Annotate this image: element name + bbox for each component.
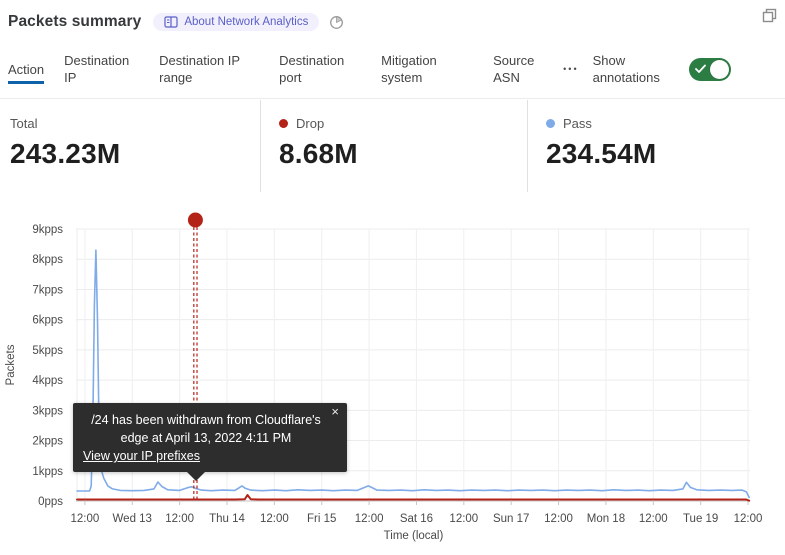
y-tick-label: 5kpps <box>32 345 63 357</box>
x-tick-label: 12:00 <box>734 513 763 525</box>
stat-pass: Pass 234.54M <box>527 100 785 192</box>
x-tick-label: 12:00 <box>260 513 289 525</box>
checkmark-icon <box>694 64 706 73</box>
y-tick-label: 6kpps <box>32 315 63 327</box>
expand-icon[interactable] <box>762 8 777 23</box>
x-tick-label: Mon 18 <box>587 513 625 525</box>
y-tick-label: 7kpps <box>32 284 63 296</box>
panel-header: Packets summary About Network Analytics <box>8 6 777 38</box>
stat-pass-label: Pass <box>563 115 592 131</box>
x-axis-title: Time (local) <box>384 530 444 542</box>
stat-drop: Drop 8.68M <box>260 100 527 192</box>
packets-chart-area: 0pps 1kpps 2kpps 3kpps 4kpps 5kpps 6kpps 7kpps 8… <box>0 195 785 555</box>
view-ip-prefixes-link[interactable]: View your IP prefixes <box>83 449 200 463</box>
x-tick-label: Sun 17 <box>493 513 529 525</box>
x-tick-label: Fri 15 <box>307 513 336 525</box>
about-badge-label: About Network Analytics <box>184 16 309 28</box>
tab-source-asn[interactable]: Source ASN <box>493 53 535 85</box>
x-tick-label: Tue 19 <box>683 513 718 525</box>
tab-destination-ip[interactable]: Destination IP <box>64 53 130 85</box>
y-tick-label: 4kpps <box>32 375 63 387</box>
tab-overflow-ellipsis-icon[interactable]: ••• <box>563 64 579 74</box>
x-tick-label: 12:00 <box>165 513 194 525</box>
x-tick-label: 12:00 <box>639 513 668 525</box>
y-axis-title: Packets <box>5 344 17 385</box>
y-tick-label: 0pps <box>38 496 63 508</box>
tab-action[interactable]: Action <box>8 61 45 84</box>
y-tick-label: 9kpps <box>32 224 63 236</box>
tab-mitigation-system[interactable]: Mitigation system <box>381 53 437 85</box>
pass-legend-dot <box>546 118 555 128</box>
annotation-dot[interactable] <box>187 212 203 228</box>
show-annotations-label: Show annotations <box>592 53 660 85</box>
dimension-tab-bar: Action Destination IP Destination IP ran… <box>0 40 785 99</box>
stat-drop-label: Drop <box>296 115 325 131</box>
book-icon <box>164 16 178 28</box>
summary-stats-row: Total 243.23M Drop 8.68M Pass 234.54M <box>0 100 785 192</box>
stat-pass-value: 234.54M <box>546 138 657 169</box>
annotation-message: /24 has been withdrawn from Cloudflare's… <box>91 413 321 445</box>
page-title: Packets summary <box>8 13 142 30</box>
x-tick-label: 12:00 <box>71 513 100 525</box>
stat-drop-value: 8.68M <box>279 138 358 169</box>
stat-total: Total 243.23M <box>0 100 260 192</box>
tooltip-close-icon[interactable]: × <box>331 404 339 419</box>
packets-chart: 0pps 1kpps 2kpps 3kpps 4kpps 5kpps 6kpps 7kpps 8… <box>5 212 763 542</box>
annotation-tooltip: /24 has been withdrawn from Cloudflare's… <box>73 403 347 481</box>
history-clock-icon[interactable] <box>329 15 344 30</box>
y-tick-label: 2kpps <box>32 436 63 448</box>
y-tick-label: 1kpps <box>32 466 63 478</box>
annotations-toggle[interactable] <box>688 57 731 81</box>
x-tick-label: 12:00 <box>449 513 478 525</box>
y-tick-label: 3kpps <box>32 405 63 417</box>
about-network-analytics-badge[interactable]: About Network Analytics <box>153 13 320 31</box>
stat-total-label: Total <box>10 115 38 131</box>
tooltip-caret <box>186 471 206 481</box>
drop-series-line <box>76 494 751 502</box>
tab-destination-ip-range[interactable]: Destination IP range <box>159 53 240 85</box>
x-tick-label: Thu 14 <box>209 513 245 525</box>
drop-legend-dot <box>279 118 288 128</box>
x-tick-label: 12:00 <box>544 513 573 525</box>
x-tick-label: Sat 16 <box>400 513 433 525</box>
y-tick-label: 8kpps <box>32 254 63 266</box>
tab-destination-port[interactable]: Destination port <box>279 53 345 85</box>
x-tick-label: 12:00 <box>355 513 384 525</box>
x-tick-label: Wed 13 <box>113 513 152 525</box>
stat-total-value: 243.23M <box>10 138 121 169</box>
toggle-knob <box>709 59 729 79</box>
pass-series-line <box>76 249 751 499</box>
